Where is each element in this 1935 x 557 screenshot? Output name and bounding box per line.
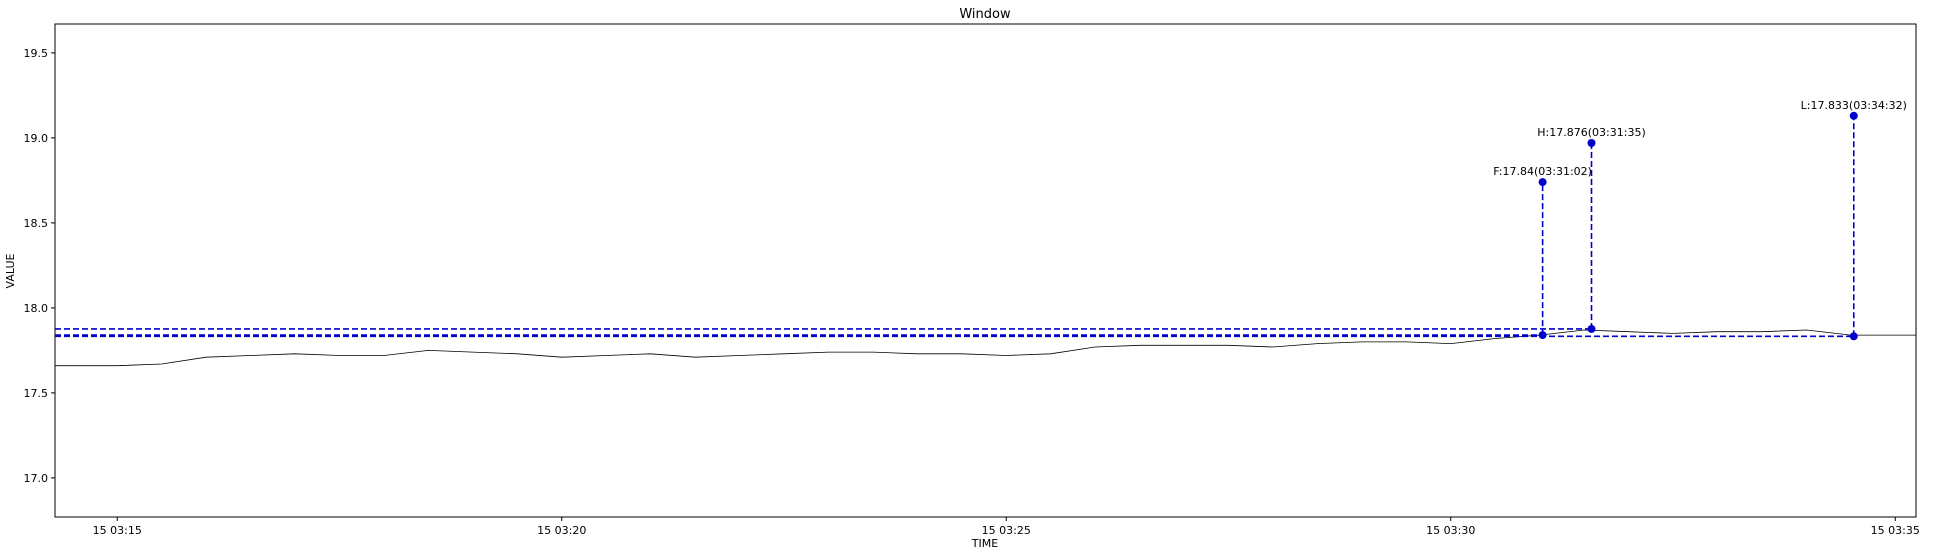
annotations: F:17.84(03:31:02) H:17.876(03:31:35) L:17.… xyxy=(1493,99,1907,341)
annotation-base-point xyxy=(1587,324,1596,333)
y-tick-label: 19.5 xyxy=(24,47,49,60)
y-tick-label: 17.5 xyxy=(24,387,49,400)
annotation-label: L:17.833(03:34:32) xyxy=(1801,99,1907,112)
annotation-marker xyxy=(1538,178,1547,187)
y-tick-label: 18.5 xyxy=(24,217,49,230)
x-tick-label: 15 03:25 xyxy=(982,524,1031,537)
y-axis-label: VALUE xyxy=(4,253,17,288)
x-axis: 15 03:15 15 03:20 15 03:25 15 03:30 15 03:35 xyxy=(93,517,1920,537)
series-layer xyxy=(55,329,1916,367)
series-line xyxy=(55,329,1916,367)
x-axis-label: TIME xyxy=(971,537,998,550)
y-tick-label: 19.0 xyxy=(24,132,49,145)
y-tick-label: 17.0 xyxy=(24,472,49,485)
reference-lines xyxy=(55,328,1854,338)
annotation-marker xyxy=(1587,139,1596,147)
annotation-label: H:17.876(03:31:35) xyxy=(1537,126,1645,139)
y-axis: 17.0 17.5 18.0 18.5 19.0 19.5 xyxy=(24,47,55,485)
y-tick-label: 18.0 xyxy=(24,302,49,315)
plot-frame xyxy=(54,23,1917,518)
annotation-label: F:17.84(03:31:02) xyxy=(1493,165,1592,178)
annotation-marker xyxy=(1849,111,1858,120)
x-tick-label: 15 03:35 xyxy=(1871,524,1920,537)
annotation-base-point xyxy=(1538,331,1547,340)
x-tick-label: 15 03:15 xyxy=(93,524,142,537)
x-tick-label: 15 03:20 xyxy=(537,524,586,537)
chart-title: Window xyxy=(959,7,1011,22)
x-tick-label: 15 03:30 xyxy=(1426,524,1475,537)
annotation-base-point xyxy=(1849,332,1858,341)
